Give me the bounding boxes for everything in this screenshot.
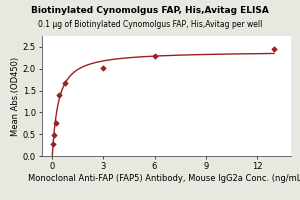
X-axis label: Monoclonal Anti-FAP (FAP5) Antibody, Mouse IgG2a Conc. (ng/mL): Monoclonal Anti-FAP (FAP5) Antibody, Mou… (28, 174, 300, 183)
Text: Biotinylated Cynomolgus FAP, His,Avitag ELISA: Biotinylated Cynomolgus FAP, His,Avitag … (31, 6, 269, 15)
Text: 0.1 μg of Biotinylated Cynomolgus FAP, His,Avitag per well: 0.1 μg of Biotinylated Cynomolgus FAP, H… (38, 20, 262, 29)
Y-axis label: Mean Abs.(OD450): Mean Abs.(OD450) (11, 56, 20, 136)
